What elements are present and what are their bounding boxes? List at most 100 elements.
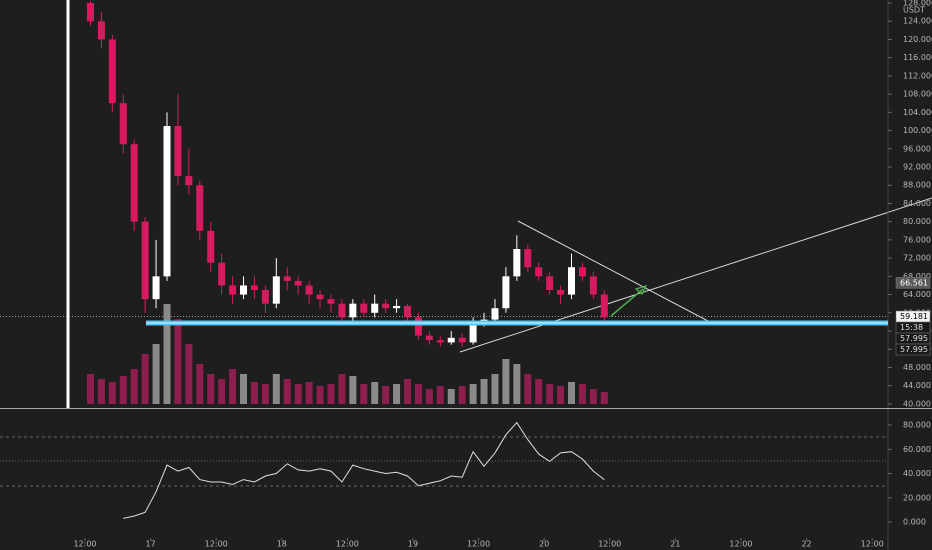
volume-bar [436,386,444,404]
y-tick-label: 92.000 [903,163,931,172]
candle-body [196,185,204,231]
y-tick-label: 40.000 [903,399,931,408]
candle-body [305,285,313,295]
candle-body [568,267,576,295]
candle-body [119,103,127,145]
y-tick-label: 96.000 [903,144,931,153]
x-tick-label: 22 [801,540,811,549]
volume-bar [404,379,412,404]
candle-body [535,267,543,277]
price-label: 66.561 [900,278,928,287]
volume-bar [218,379,226,404]
y-tick-label: 116.000 [903,53,932,62]
axes: 40.00044.00048.00052.00056.00060.00064.0… [73,0,932,549]
candle-body [546,276,554,291]
y-tick-label: 64.000 [903,290,931,299]
arrow-head [634,284,648,296]
candle-body [600,294,608,318]
candle-body [436,340,444,343]
x-tick-label: 12:00 [598,540,621,549]
candle-body [458,337,466,343]
candle-body [371,303,379,313]
volume-bar [108,382,116,404]
y-tick-label: 0.000 [903,518,926,527]
candle-body [557,290,565,295]
x-tick-label: 12:00 [336,540,359,549]
candle-body [272,276,280,304]
volume-bar [196,364,204,404]
candle-body [163,126,171,277]
volume-bar [327,384,335,404]
x-tick-label: 21 [670,540,680,549]
support-line [146,320,888,326]
candle-body [513,249,521,277]
x-tick-label: 12:00 [73,540,96,549]
candle-body [393,305,401,309]
candle-body [578,267,586,277]
x-tick-label: 12:00 [861,540,884,549]
volume-bar [360,384,368,404]
price-label: 59.181 [900,312,928,321]
candle-body [447,337,455,343]
volume-bar [86,374,94,404]
volume-bar [458,386,466,404]
candles [86,0,608,519]
candle-body [261,290,269,304]
y-tick-label: 128.000 [903,0,932,8]
candle-body [207,230,215,263]
candle-body [316,294,324,300]
volume-bar [272,374,280,404]
volume-bar [185,344,193,404]
volume-bar [371,382,379,404]
volume-bar [174,319,182,404]
x-tick-label: 12:00 [205,540,228,549]
candle-body [524,249,532,268]
y-tick-label: 20.000 [903,493,931,502]
volume-bar [546,384,554,404]
volume-bar [600,392,608,404]
volume-bar [480,379,488,404]
volume-bar [414,384,422,404]
candle-body [294,280,302,286]
volume-bar [305,382,313,404]
volume-bar [119,376,127,404]
volume-bar [240,374,248,404]
volume-bar [229,369,237,404]
y-tick-label: 88.000 [903,181,931,190]
y-tick-label: 76.000 [903,235,931,244]
volume-bar [578,384,586,404]
volume-bar [425,389,433,404]
volume-bar [97,379,105,404]
volume-bar [557,386,565,404]
volume-bar [141,354,149,404]
y-tick-label: 72.000 [903,254,931,263]
volume-bar [294,384,302,404]
volume-bar [524,374,532,404]
price-label-box [895,343,931,356]
y-tick-label: 120.000 [903,35,932,44]
volume-bar [250,382,258,404]
y-tick-label: 68.000 [903,272,931,281]
x-tick-label: 18 [277,540,287,549]
x-tick-label: 17 [146,540,156,549]
volume-bar [447,389,455,404]
price-label-box [895,277,931,289]
volume-bar [535,379,543,404]
candle-body [218,262,226,286]
volume-bar [261,384,269,404]
price-label: 57.995 [900,334,928,343]
candle-body [229,285,237,295]
y-tick-label: 104.000 [903,108,932,117]
y-tick-label: 108.000 [903,90,932,99]
volume-bar [152,344,160,404]
candle-body [404,305,412,318]
y-tick-label: 84.000 [903,199,931,208]
volume-bar [589,389,597,404]
x-tick-label: 12:00 [729,540,752,549]
candle-body [250,285,258,291]
volume-bar [469,384,477,404]
volume-bar [207,374,215,404]
